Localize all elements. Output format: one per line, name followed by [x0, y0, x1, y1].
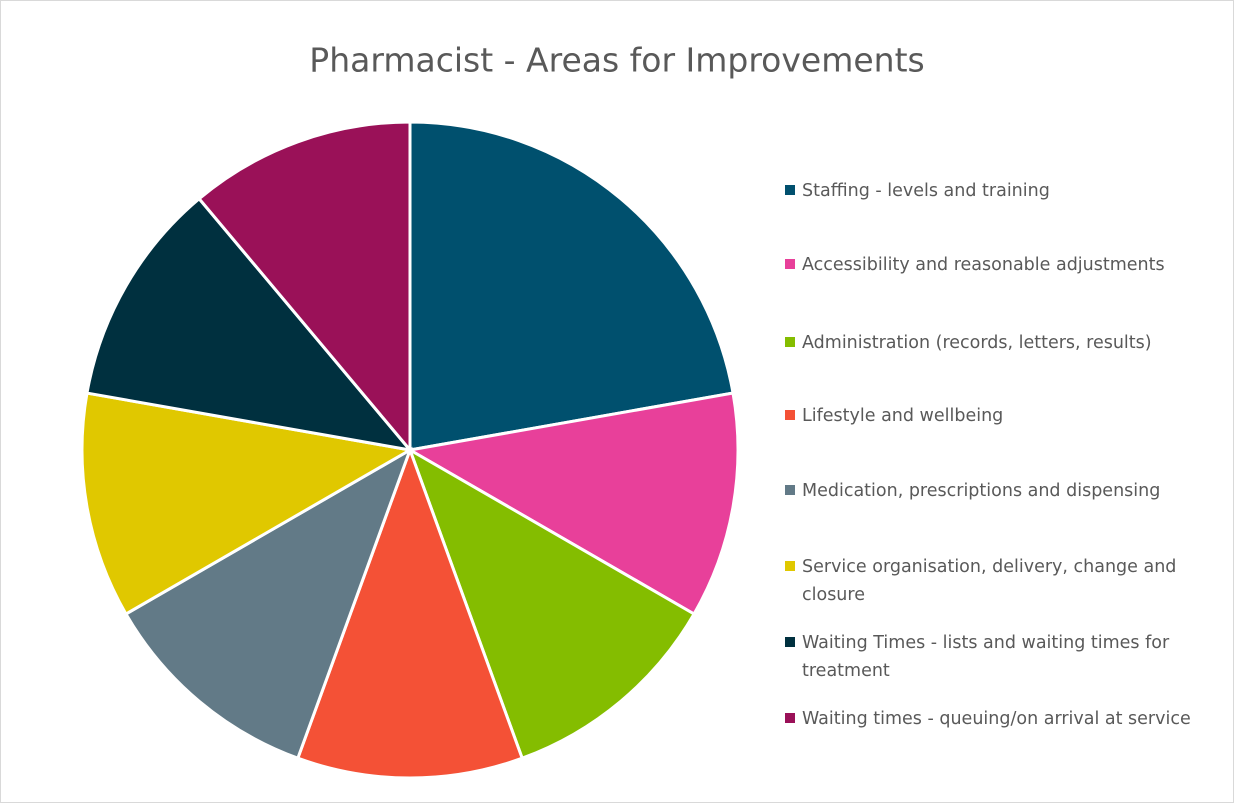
- legend-item: Lifestyle and wellbeing: [785, 402, 1232, 430]
- legend-label: Staffing - levels and training: [802, 181, 1050, 201]
- legend-label: Waiting times - queuing/on arrival at se…: [802, 709, 1191, 729]
- pie-slice: [123, 446, 413, 761]
- legend-item: Waiting Times - lists and waiting times …: [785, 629, 1232, 685]
- legend-label: Medication, prescriptions and dispensing: [802, 481, 1161, 501]
- legend-item: Medication, prescriptions and dispensing: [785, 477, 1232, 505]
- pie-slice: [80, 391, 415, 617]
- legend-swatch: [785, 713, 795, 723]
- pie-slice: [405, 391, 740, 617]
- legend-item: Service organisation, delivery, change a…: [785, 553, 1232, 609]
- legend-swatch: [785, 185, 795, 195]
- pie-slice: [85, 196, 414, 453]
- chart-title: Pharmacist - Areas for Improvements: [309, 41, 924, 80]
- pie-slice: [408, 120, 735, 452]
- legend-label: Lifestyle and wellbeing: [802, 406, 1004, 426]
- legend-label: Administration (records, letters, result…: [802, 333, 1152, 353]
- legend-swatch: [785, 337, 795, 347]
- legend-label: Waiting Times - lists and waiting times …: [802, 633, 1170, 681]
- legend-swatch: [785, 637, 795, 647]
- legend-item: Staffing - levels and training: [785, 177, 1232, 205]
- pie-slice: [407, 446, 697, 761]
- legend-swatch: [785, 410, 795, 420]
- legend-swatch: [785, 561, 795, 571]
- legend-item: Accessibility and reasonable adjustments: [785, 251, 1232, 279]
- pie-slice: [295, 445, 525, 780]
- legend-label: Accessibility and reasonable adjustments: [802, 255, 1165, 275]
- legend-swatch: [785, 485, 795, 495]
- pie-slice: [197, 120, 412, 455]
- legend-item: Administration (records, letters, result…: [785, 329, 1232, 357]
- legend-label: Service organisation, delivery, change a…: [802, 557, 1177, 605]
- legend-swatch: [785, 259, 795, 269]
- legend-item: Waiting times - queuing/on arrival at se…: [785, 705, 1232, 733]
